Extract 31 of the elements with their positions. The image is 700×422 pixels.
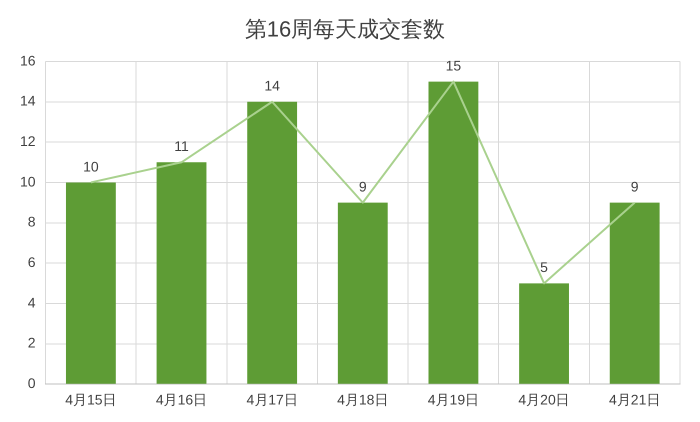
y-tick-label: 10 [20, 173, 36, 190]
data-label: 14 [264, 78, 280, 94]
x-tick-label: 4月20日 [518, 391, 570, 408]
x-tick-label: 4月16日 [156, 391, 208, 408]
chart-title: 第16周每天成交套数 [244, 16, 446, 42]
data-label: 10 [83, 158, 99, 174]
bar [338, 202, 388, 384]
x-tick-label: 4月21日 [609, 391, 660, 408]
data-label: 5 [540, 259, 548, 276]
bar [428, 82, 478, 384]
bar [247, 102, 298, 384]
bar [156, 162, 206, 384]
x-tick-label: 4月15日 [65, 391, 117, 408]
y-tick-label: 6 [28, 254, 36, 270]
data-label: 11 [174, 138, 189, 154]
y-tick-label: 12 [20, 132, 36, 149]
x-tick-label: 4月19日 [428, 391, 480, 408]
data-label: 15 [446, 57, 462, 74]
x-tick-label: 4月18日 [337, 391, 388, 408]
bar [66, 182, 116, 384]
y-tick-label: 4 [28, 294, 36, 310]
y-tick-label: 16 [20, 52, 36, 68]
bar [610, 202, 660, 384]
y-tick-label: 0 [28, 375, 36, 392]
data-label: 9 [630, 178, 639, 194]
y-tick-label: 14 [20, 92, 36, 109]
bar [519, 283, 569, 384]
data-label: 9 [358, 178, 367, 194]
y-tick-label: 2 [28, 334, 36, 351]
y-tick-label: 8 [28, 214, 36, 230]
x-tick-label: 4月17日 [246, 391, 298, 408]
